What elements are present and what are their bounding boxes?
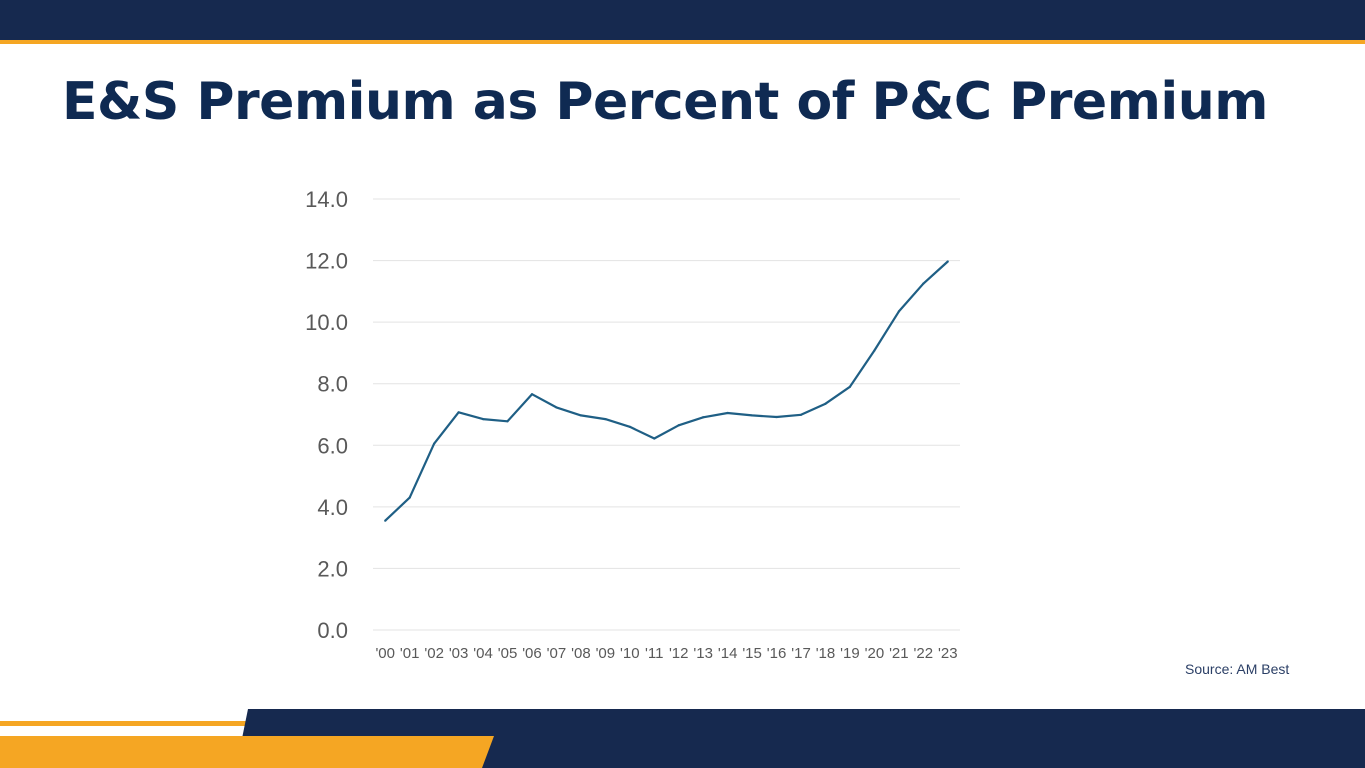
x-tick-label: '13 bbox=[693, 645, 713, 662]
y-axis-ticks: 0.0 2.0 4.0 6.0 8.0 10.0 12.0 14.0 bbox=[305, 187, 348, 643]
data-point-15 bbox=[751, 414, 754, 417]
data-point-6 bbox=[530, 393, 534, 396]
x-tick-label: '22 bbox=[914, 645, 934, 662]
top-banner bbox=[0, 0, 1365, 40]
x-tick-label: '16 bbox=[767, 645, 787, 662]
data-points bbox=[384, 260, 949, 522]
x-tick-label: '06 bbox=[522, 645, 542, 662]
x-tick-label: '05 bbox=[498, 645, 518, 662]
data-point-12 bbox=[677, 424, 680, 427]
bottom-banner bbox=[0, 709, 1365, 768]
x-tick-label: '01 bbox=[400, 645, 420, 662]
x-tick-label: '21 bbox=[889, 645, 909, 662]
y-tick-label: 6.0 bbox=[317, 433, 348, 458]
data-point-9 bbox=[604, 418, 607, 421]
x-tick-label: '14 bbox=[718, 645, 738, 662]
slide-title: E&S Premium as Percent of P&C Premium bbox=[62, 72, 1268, 132]
y-tick-label: 10.0 bbox=[305, 310, 348, 335]
data-point-19 bbox=[848, 385, 852, 388]
data-point-21 bbox=[897, 310, 900, 313]
data-point-23 bbox=[946, 260, 949, 263]
x-tick-label: '08 bbox=[571, 645, 591, 662]
data-point-18 bbox=[824, 402, 827, 405]
y-tick-label: 14.0 bbox=[305, 187, 348, 212]
x-tick-label: '20 bbox=[865, 645, 885, 662]
data-point-14 bbox=[726, 411, 729, 415]
x-tick-label: '10 bbox=[620, 645, 640, 662]
data-point-11 bbox=[653, 437, 656, 440]
top-accent-stripe bbox=[0, 40, 1365, 44]
y-tick-label: 12.0 bbox=[305, 249, 348, 274]
y-tick-label: 8.0 bbox=[317, 372, 348, 397]
data-point-10 bbox=[628, 425, 631, 428]
bottom-orange-band bbox=[0, 736, 494, 768]
y-tick-label: 0.0 bbox=[317, 618, 348, 643]
x-tick-label: '09 bbox=[596, 645, 616, 662]
data-point-1 bbox=[408, 496, 411, 499]
data-point-20 bbox=[873, 349, 876, 352]
data-point-8 bbox=[579, 414, 582, 417]
x-tick-label: '04 bbox=[473, 645, 493, 662]
source-note: Source: AM Best bbox=[1185, 661, 1290, 677]
x-tick-label: '19 bbox=[840, 645, 860, 662]
x-tick-label: '00 bbox=[375, 645, 395, 662]
data-point-0 bbox=[384, 519, 387, 522]
x-tick-label: '15 bbox=[742, 645, 762, 662]
data-point-2 bbox=[433, 442, 436, 445]
x-tick-label: '02 bbox=[424, 645, 444, 662]
data-point-17 bbox=[799, 413, 803, 416]
x-tick-label: '23 bbox=[938, 645, 958, 662]
data-point-4 bbox=[481, 418, 485, 421]
data-point-22 bbox=[922, 282, 925, 285]
data-point-13 bbox=[702, 416, 705, 419]
series-line-es-percent bbox=[384, 260, 949, 522]
data-point-3 bbox=[457, 411, 460, 414]
x-tick-label: '03 bbox=[449, 645, 469, 662]
x-tick-label: '12 bbox=[669, 645, 689, 662]
x-tick-label: '11 bbox=[645, 645, 663, 662]
data-point-16 bbox=[775, 415, 778, 419]
line-chart: 0.0 2.0 4.0 6.0 8.0 10.0 12.0 14.0 '00 '01'02 '03… bbox=[305, 187, 960, 662]
y-tick-label: 4.0 bbox=[317, 495, 348, 520]
data-point-5 bbox=[506, 420, 509, 423]
x-tick-label: '17 bbox=[791, 645, 811, 662]
bottom-navy-band bbox=[236, 709, 1365, 768]
bottom-accent-line bbox=[0, 721, 250, 726]
gridlines bbox=[373, 198, 960, 631]
x-axis-ticks: '00'01'02'03'04'05'06'07'08'09'10'11'12 '… bbox=[375, 645, 957, 662]
x-tick-label: '07 bbox=[547, 645, 567, 662]
x-tick-label: '18 bbox=[816, 645, 836, 662]
y-tick-label: 2.0 bbox=[317, 556, 348, 581]
data-point-7 bbox=[555, 406, 558, 409]
